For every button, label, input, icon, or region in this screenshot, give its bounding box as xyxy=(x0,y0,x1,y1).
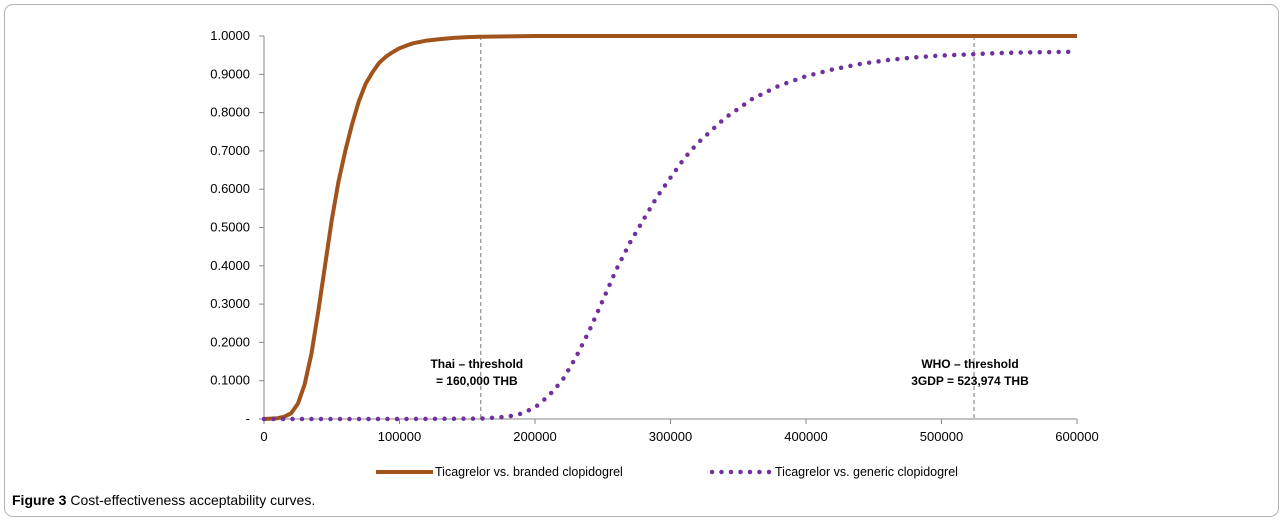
y-tick-label: 1.0000 xyxy=(210,28,250,43)
y-tick-label: - xyxy=(246,411,250,426)
y-tick-label: 0.2000 xyxy=(210,334,250,349)
y-tick-label: 0.9000 xyxy=(210,66,250,81)
caption-text: Cost-effectiveness acceptability curves. xyxy=(70,492,316,508)
figure-frame xyxy=(4,4,1279,517)
x-tick-label: 0 xyxy=(260,429,267,444)
y-tick-label: 0.1000 xyxy=(210,373,250,388)
figure-caption: Figure 3 Cost-effectiveness acceptabilit… xyxy=(12,492,315,508)
y-tick-label: 0.5000 xyxy=(210,220,250,235)
threshold-label-line2: 3GDP = 523,974 THB xyxy=(911,374,1029,388)
x-tick-label: 500000 xyxy=(920,429,963,444)
y-tick-label: 0.4000 xyxy=(210,258,250,273)
legend: Ticagrelor vs. branded clopidogrel Ticagr… xyxy=(376,465,958,479)
legend-label-generic: Ticagrelor vs. generic clopidogrel xyxy=(775,465,958,479)
series-line-2 xyxy=(261,49,1080,422)
threshold-label-line1: WHO – threshold xyxy=(921,357,1018,371)
chart: - 0.1000 0.2000 0.3000 0.4000 0.5000 0.6000 0.7… xyxy=(210,28,1098,479)
x-tick-label: 600000 xyxy=(1055,429,1098,444)
axes: - 0.1000 0.2000 0.3000 0.4000 0.5000 0.6000 0.7… xyxy=(210,28,1098,444)
y-tick-label: 0.3000 xyxy=(210,296,250,311)
threshold-label-line1: Thai – threshold xyxy=(430,357,523,371)
y-tick-label: 0.6000 xyxy=(210,181,250,196)
x-tick-label: 100000 xyxy=(378,429,421,444)
x-tick-label: 200000 xyxy=(513,429,556,444)
x-tick-label: 400000 xyxy=(784,429,827,444)
series-line-1 xyxy=(263,34,1077,421)
series-layer xyxy=(261,34,1080,422)
legend-label-branded: Ticagrelor vs. branded clopidogrel xyxy=(435,465,623,479)
x-tick-label: 300000 xyxy=(649,429,692,444)
y-tick-label: 0.8000 xyxy=(210,105,250,120)
reference-lines: Thai – threshold = 160,000 THB WHO – thres… xyxy=(430,36,1029,419)
caption-label: Figure 3 xyxy=(12,492,67,508)
y-tick-label: 0.7000 xyxy=(210,143,250,158)
threshold-label-line2: = 160,000 THB xyxy=(436,374,518,388)
